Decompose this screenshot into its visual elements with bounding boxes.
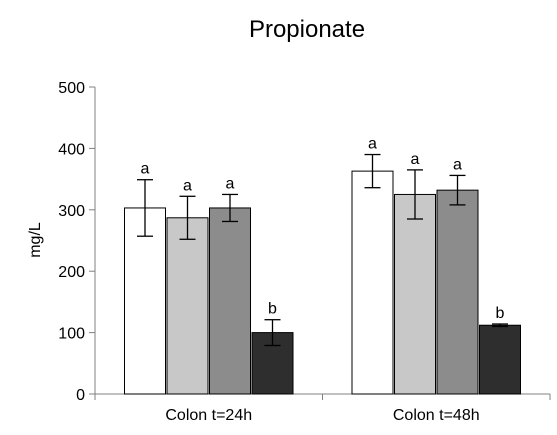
y-tick-label: 200 bbox=[58, 264, 85, 281]
y-axis-label: mg/L bbox=[27, 222, 44, 258]
x-tick-label: Colon t=24h bbox=[165, 407, 252, 424]
significance-label: a bbox=[453, 156, 462, 173]
significance-label: b bbox=[496, 305, 505, 322]
bar bbox=[351, 170, 394, 395]
bar bbox=[394, 193, 436, 395]
significance-label: b bbox=[268, 301, 277, 318]
y-tick-label: 400 bbox=[58, 141, 85, 158]
bar bbox=[436, 189, 479, 395]
significance-label: a bbox=[411, 151, 420, 168]
significance-label: a bbox=[368, 136, 377, 153]
y-tick-label: 0 bbox=[76, 387, 85, 404]
significance-label: a bbox=[141, 161, 150, 178]
y-tick-label: 100 bbox=[58, 326, 85, 343]
bar bbox=[124, 207, 166, 395]
x-axis: Colon t=24h Colon t=48h bbox=[94, 393, 551, 424]
bars: a a a b a a a b bbox=[124, 136, 521, 395]
bar bbox=[479, 324, 521, 395]
y-tick-label: 500 bbox=[58, 80, 85, 97]
bar bbox=[166, 217, 209, 395]
x-tick-label: Colon t=48h bbox=[393, 407, 480, 424]
y-tick-label: 300 bbox=[58, 203, 85, 220]
significance-label: a bbox=[226, 175, 235, 192]
significance-label: a bbox=[183, 177, 192, 194]
y-axis: 0 100 200 300 400 500 bbox=[58, 80, 96, 404]
bar bbox=[209, 207, 251, 395]
chart-title: Propionate bbox=[249, 16, 365, 43]
